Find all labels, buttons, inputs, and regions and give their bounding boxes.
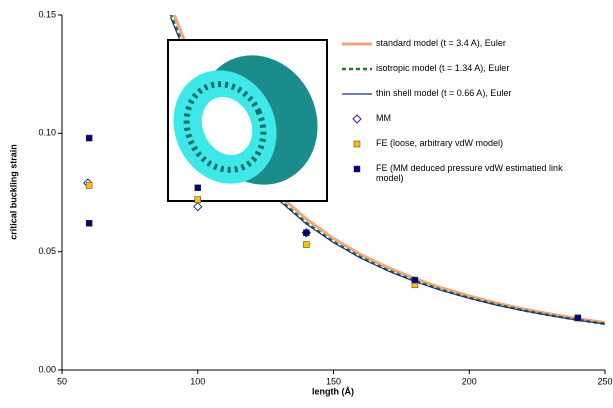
x-axis-label: length (Å) xyxy=(312,386,354,396)
legend-entry: isotropic model (t = 1.34 A), Euler xyxy=(340,63,608,88)
legend-entry: MM xyxy=(340,113,608,138)
legend-swatch xyxy=(340,88,374,100)
y-tick-label: 0.10 xyxy=(38,128,56,138)
square-point xyxy=(303,242,309,248)
legend-swatch xyxy=(340,163,374,175)
diamond-point xyxy=(194,203,202,211)
legend-label: standard model (t = 3.4 A), Euler xyxy=(376,38,566,48)
legend-swatch xyxy=(340,63,374,75)
y-tick-label: 0.15 xyxy=(38,9,56,19)
legend-label: isotropic model (t = 1.34 A), Euler xyxy=(376,63,566,73)
chart-wrap: length (Å) critical buckling strain 0.00… xyxy=(0,0,613,408)
square-point xyxy=(86,135,92,141)
legend-entry: FE (loose, arbitrary vdW model) xyxy=(340,138,608,163)
legend-entry: standard model (t = 3.4 A), Euler xyxy=(340,38,608,63)
legend-label: thin shell model (t = 0.66 A), Euler xyxy=(376,88,566,98)
legend-marker xyxy=(354,141,360,147)
x-tick-label: 100 xyxy=(190,376,205,386)
x-tick-label: 250 xyxy=(597,376,612,386)
square-point xyxy=(303,230,309,236)
legend-entry: thin shell model (t = 0.66 A), Euler xyxy=(340,88,608,113)
square-point xyxy=(195,185,201,191)
x-tick-label: 200 xyxy=(462,376,477,386)
legend-marker xyxy=(354,166,360,172)
square-point xyxy=(575,315,581,321)
x-tick-label: 150 xyxy=(326,376,341,386)
legend-label: FE (MM deduced pressure vdW estimatied l… xyxy=(376,163,566,183)
legend-swatch xyxy=(340,38,374,50)
legend-marker xyxy=(353,115,361,123)
legend: standard model (t = 3.4 A), Euler isotrop… xyxy=(340,38,608,188)
legend-swatch xyxy=(340,138,374,150)
legend-swatch xyxy=(340,113,374,125)
x-tick-label: 50 xyxy=(57,376,67,386)
legend-entry: FE (MM deduced pressure vdW estimatied l… xyxy=(340,163,608,188)
y-tick-label: 0.00 xyxy=(38,364,56,374)
square-point xyxy=(412,277,418,283)
legend-label: FE (loose, arbitrary vdW model) xyxy=(376,138,566,148)
legend-label: MM xyxy=(376,113,566,123)
y-axis-label: critical buckling strain xyxy=(8,144,18,240)
inset-image xyxy=(155,36,338,205)
square-point xyxy=(86,220,92,226)
square-point xyxy=(195,197,201,203)
y-tick-label: 0.05 xyxy=(38,246,56,256)
square-point xyxy=(86,182,92,188)
